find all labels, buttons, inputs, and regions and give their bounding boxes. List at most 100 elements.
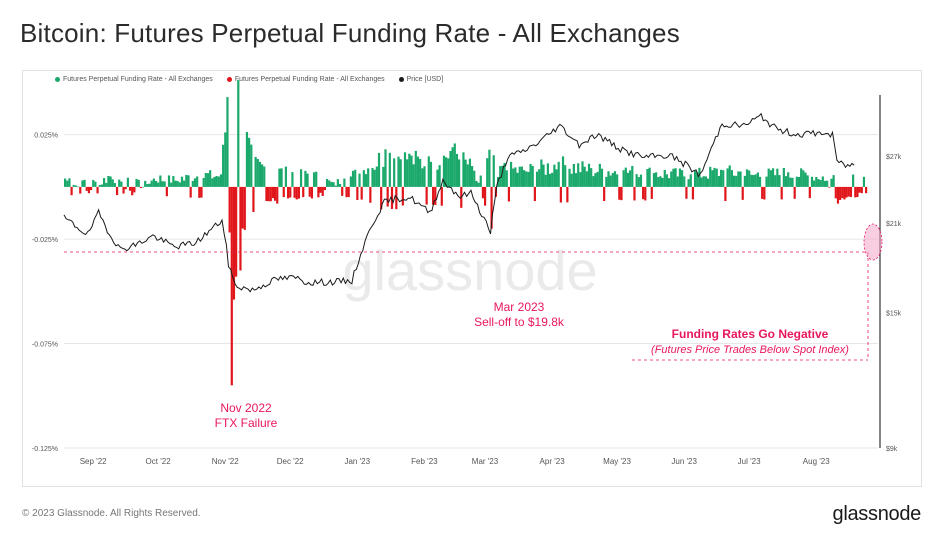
funding-rate-bar bbox=[215, 176, 218, 187]
funding-rate-bar bbox=[600, 168, 604, 187]
funding-rate-bar bbox=[334, 185, 337, 187]
funding-rate-bar bbox=[94, 181, 97, 187]
funding-rate-bar bbox=[758, 176, 762, 187]
funding-rate-bar bbox=[854, 186, 857, 198]
funding-rate-bar bbox=[509, 161, 513, 187]
funding-rate-bar bbox=[447, 158, 450, 187]
funding-rate-bar bbox=[787, 172, 790, 187]
funding-rate-bar bbox=[609, 175, 612, 187]
funding-rate-bar bbox=[202, 177, 205, 187]
funding-rate-bar bbox=[499, 166, 502, 187]
funding-rate-bar bbox=[590, 168, 593, 187]
x-axis-tick: Sep '22 bbox=[80, 457, 107, 466]
funding-rate-bar bbox=[388, 152, 391, 187]
funding-rate-bar bbox=[568, 168, 571, 187]
funding-rate-bar bbox=[312, 172, 316, 187]
funding-rate-bar bbox=[239, 186, 242, 271]
funding-rate-bar bbox=[642, 186, 645, 200]
funding-rate-bar bbox=[85, 186, 88, 191]
legend-swatch-negative bbox=[226, 77, 232, 82]
funding-rate-bar bbox=[399, 159, 402, 187]
funding-rate-bar bbox=[540, 159, 543, 187]
funding-rate-bar bbox=[263, 166, 266, 187]
funding-rate-bar bbox=[486, 158, 489, 187]
funding-rate-bar bbox=[778, 175, 781, 187]
left-axis-tick: -0.125% bbox=[32, 446, 58, 453]
funding-rate-bar bbox=[514, 167, 517, 187]
copyright-text: © 2023 Glassnode. All Rights Reserved. bbox=[22, 508, 201, 519]
funding-rate-bar bbox=[343, 178, 346, 187]
legend-item-price[interactable]: Price [USD] bbox=[398, 76, 443, 83]
funding-rate-bar bbox=[635, 174, 638, 187]
funding-rate-bar bbox=[555, 169, 558, 187]
funding-rate-bar bbox=[603, 186, 606, 202]
legend-item-negative[interactable]: Futures Perpetual Funding Rate - All Exc… bbox=[226, 76, 385, 83]
funding-rate-bar bbox=[107, 175, 110, 187]
funding-rate-bar bbox=[442, 155, 446, 187]
funding-rate-bar bbox=[581, 161, 584, 187]
funding-rate-bar bbox=[748, 170, 751, 187]
funding-rate-bar bbox=[341, 186, 344, 196]
funding-rate-bar bbox=[265, 186, 268, 201]
funding-rate-bar bbox=[711, 170, 714, 187]
funding-rate-bar bbox=[105, 182, 108, 187]
funding-rate-bar bbox=[739, 171, 742, 187]
funding-rate-bar bbox=[652, 173, 656, 187]
funding-rate-bar bbox=[475, 180, 478, 187]
funding-rate-bar bbox=[655, 172, 658, 187]
funding-rate-bar bbox=[377, 152, 381, 187]
legend-item-positive[interactable]: Futures Perpetual Funding Rate - All Exc… bbox=[55, 76, 213, 83]
funding-rate-bar bbox=[282, 186, 285, 198]
x-axis-tick: Nov '22 bbox=[212, 457, 239, 466]
funding-rate-bar bbox=[629, 170, 632, 187]
funding-rate-bar bbox=[261, 164, 264, 187]
funding-rate-bar bbox=[66, 180, 69, 187]
funding-rate-bar bbox=[269, 186, 272, 202]
funding-rate-bar bbox=[780, 186, 783, 200]
funding-rate-bar bbox=[685, 186, 688, 199]
funding-rate-bar bbox=[144, 180, 147, 187]
funding-rate-bar bbox=[228, 186, 231, 233]
funding-rate-bar bbox=[68, 178, 71, 187]
funding-rate-bar bbox=[810, 176, 814, 187]
funding-rate-bar bbox=[276, 186, 279, 204]
funding-rate-bar bbox=[425, 186, 428, 205]
funding-rate-bar bbox=[170, 182, 173, 187]
funding-rate-bar bbox=[150, 180, 153, 187]
funding-rate-bar bbox=[291, 172, 294, 187]
funding-rate-bar bbox=[767, 168, 770, 187]
funding-rate-bar bbox=[520, 166, 523, 187]
funding-rate-bar bbox=[408, 153, 411, 187]
x-axis-tick: Feb '23 bbox=[411, 457, 438, 466]
funding-rate-bar bbox=[81, 180, 84, 187]
funding-rate-bar bbox=[507, 186, 511, 202]
funding-rate-bar bbox=[585, 171, 588, 187]
funding-rate-bar bbox=[471, 166, 474, 187]
funding-rate-bar bbox=[380, 186, 383, 210]
funding-rate-bar bbox=[321, 186, 324, 196]
funding-rate-bar bbox=[797, 176, 801, 187]
funding-rate-bar bbox=[724, 186, 727, 202]
funding-rate-bar bbox=[115, 186, 119, 196]
funding-rate-bar bbox=[187, 175, 190, 187]
funding-rate-bar bbox=[185, 174, 188, 187]
funding-rate-bar bbox=[304, 170, 307, 187]
funding-rate-bar bbox=[403, 152, 407, 187]
funding-rate-bar bbox=[713, 167, 716, 187]
funding-rate-bar bbox=[440, 186, 443, 206]
funding-rate-bar bbox=[148, 183, 151, 187]
funding-rate-bar bbox=[865, 186, 868, 194]
funding-rate-bar bbox=[325, 179, 329, 187]
x-axis-tick: Jun '23 bbox=[671, 457, 697, 466]
funding-rate-bar bbox=[771, 168, 775, 187]
funding-rate-bar bbox=[410, 155, 413, 187]
brand-logo[interactable]: glassnode bbox=[832, 503, 922, 525]
funding-rate-bar bbox=[553, 164, 556, 187]
funding-rate-bar bbox=[607, 171, 610, 187]
funding-rate-bar bbox=[206, 173, 210, 187]
funding-rate-bar bbox=[689, 174, 692, 187]
funding-rate-bar bbox=[319, 186, 322, 193]
funding-rate-bar bbox=[696, 172, 699, 187]
funding-rate-bar bbox=[193, 178, 197, 187]
funding-rate-bar bbox=[449, 150, 452, 187]
